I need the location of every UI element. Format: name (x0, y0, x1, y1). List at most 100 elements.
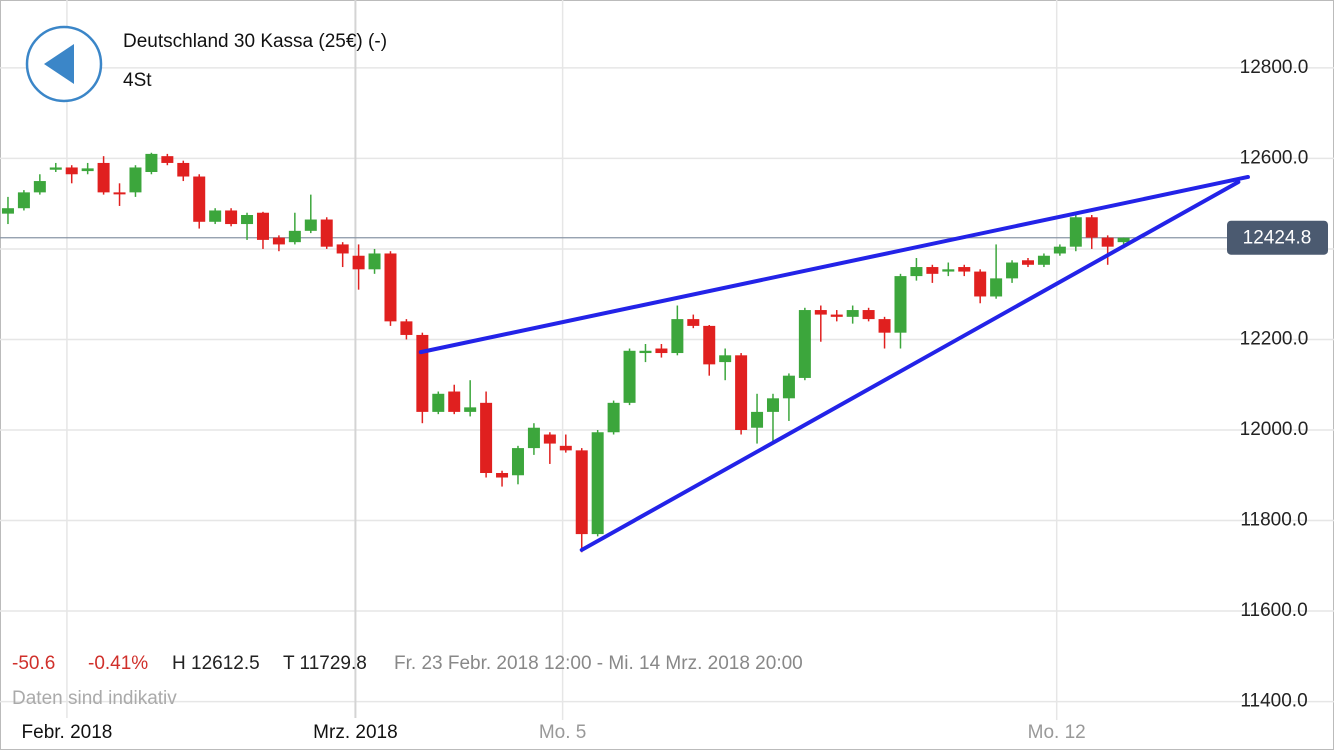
x-tick-label: Mo. 12 (1028, 722, 1086, 743)
candle-body (766, 398, 779, 412)
candle-body (703, 325, 716, 365)
x-label-bg (298, 718, 413, 748)
candle-body (496, 472, 509, 478)
candle-body (575, 450, 588, 535)
candle-body (1006, 262, 1019, 279)
candle-body (432, 393, 445, 412)
candle-body (990, 278, 1003, 297)
candle-body (735, 355, 748, 430)
x-tick-label: Febr. 2018 (22, 722, 113, 743)
x-tick-label: Mo. 5 (539, 722, 587, 743)
candle-body (1, 208, 14, 214)
candle-body (65, 167, 78, 175)
change: -50.6 (12, 653, 55, 674)
candle-body (464, 407, 477, 412)
date-range: Fr. 23 Febr. 2018 12:00 - Mi. 14 Mrz. 20… (394, 653, 803, 674)
trendline (418, 174, 1250, 355)
candle-body (687, 319, 700, 326)
candle-body (782, 375, 795, 399)
y-tick-label: 11600.0 (1240, 600, 1307, 621)
candle-body (878, 319, 891, 333)
y-tick-label: 12600.0 (1240, 147, 1309, 168)
candle-body (368, 253, 381, 270)
candle-body (942, 269, 955, 272)
x-tick-label: Mrz. 2018 (313, 722, 397, 743)
candle-body (145, 153, 158, 172)
disclaimer: Daten sind indikativ (12, 688, 177, 709)
candle-body (830, 314, 843, 317)
candle-body (1101, 237, 1114, 247)
candle-body (225, 210, 238, 225)
candle-body (591, 432, 604, 535)
candle-body (910, 267, 923, 277)
candle-body (448, 391, 461, 412)
candle-body (751, 411, 764, 428)
candle-body (480, 402, 493, 473)
candle-body (81, 168, 94, 172)
candle-body (17, 192, 30, 209)
trendline (579, 179, 1241, 552)
candle-body (846, 310, 859, 317)
candle-body (655, 348, 668, 354)
candle-body (607, 402, 620, 433)
change-percent: -0.41% (88, 653, 148, 674)
candle-body (958, 267, 971, 272)
candle-body (241, 214, 254, 225)
candle-body (926, 267, 939, 274)
candle-body (1069, 217, 1082, 247)
candle-body (1037, 255, 1050, 265)
candle-body (1117, 237, 1130, 243)
candle-body (336, 244, 349, 254)
high: H 12612.5 (172, 653, 260, 674)
y-tick-label: 11800.0 (1240, 510, 1307, 531)
instrument-title: Deutschland 30 Kassa (25€) (-) (123, 31, 387, 52)
candle-body (352, 255, 365, 270)
candle-body (623, 350, 636, 403)
y-tick-label: 12200.0 (1240, 328, 1309, 349)
last-price-label: 12424.8 (1243, 228, 1312, 249)
candle-body (639, 350, 652, 354)
candle-body (177, 162, 190, 177)
last-price-badge (1227, 220, 1328, 255)
back-arrow[interactable] (44, 44, 74, 84)
candle-body (1021, 260, 1034, 265)
back-button[interactable] (25, 25, 103, 103)
candle-body (1085, 217, 1098, 238)
candle-body (97, 162, 110, 193)
y-tick-label: 12800.0 (1240, 57, 1309, 78)
candle-body (416, 334, 429, 412)
candle-body (1053, 246, 1066, 254)
candle-body (862, 310, 875, 320)
y-tick-label: 12000.0 (1240, 419, 1309, 440)
candle-body (256, 212, 269, 240)
candle-body (49, 167, 62, 170)
y-tick-label: 11400.0 (1240, 691, 1307, 712)
interval: 4St (123, 70, 152, 91)
candle-body (33, 181, 46, 193)
candle-body (671, 319, 684, 354)
candle-body (719, 355, 732, 363)
candle-body (272, 237, 285, 245)
x-label-bg (9, 718, 124, 748)
candle-body (798, 310, 811, 378)
candle-body (209, 210, 222, 222)
candle-body (543, 434, 556, 444)
candle-body (894, 276, 907, 333)
low: T 11729.8 (283, 653, 367, 674)
candle-body (400, 321, 413, 335)
candle-body (384, 253, 397, 322)
candle-body (304, 219, 317, 231)
candle-body (288, 230, 301, 243)
candle-body (814, 310, 827, 315)
candle-body (129, 167, 142, 193)
candle-body (193, 176, 206, 222)
candle-body (559, 445, 572, 451)
candle-body (527, 427, 540, 449)
candle-body (161, 156, 174, 163)
candle-body (320, 219, 333, 247)
candle-body (974, 271, 987, 297)
candle-body (113, 192, 126, 195)
candle-body (511, 448, 524, 476)
